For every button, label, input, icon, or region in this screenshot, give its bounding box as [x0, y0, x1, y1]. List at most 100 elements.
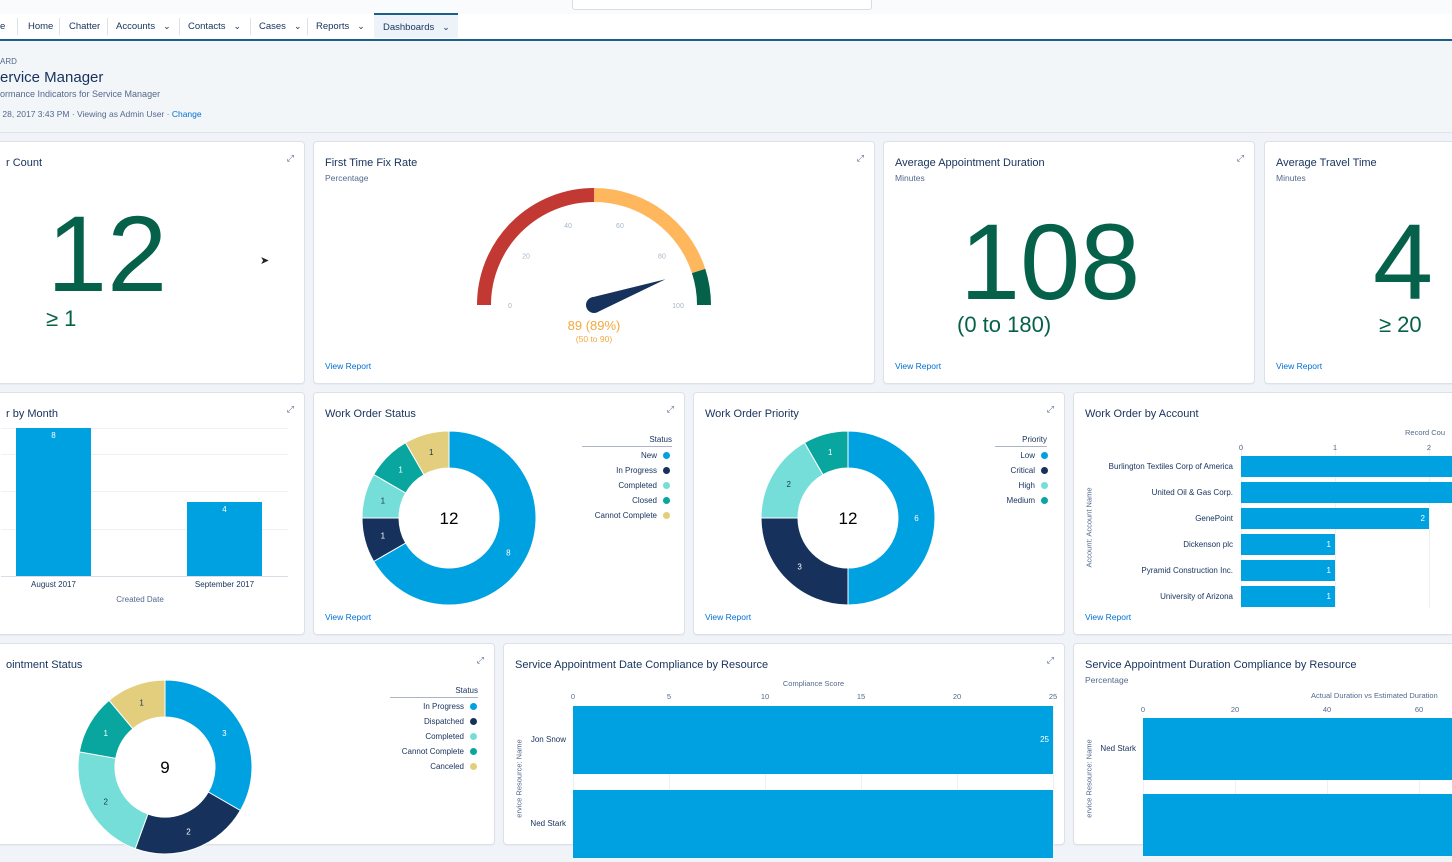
gridline	[1053, 706, 1054, 846]
divider	[107, 18, 108, 35]
donut-slice	[108, 679, 166, 730]
donut-slice	[847, 430, 936, 606]
legend-item-label: Low	[1020, 451, 1035, 460]
tab-dashboards[interactable]: Dashboards ⌄	[374, 13, 458, 38]
gridline	[573, 706, 574, 846]
chevron-down-icon[interactable]: ⌄	[357, 21, 365, 31]
expand-icon[interactable]: ⤢	[856, 153, 864, 163]
gridline	[957, 706, 958, 846]
tab-chatter[interactable]: Chatter	[69, 14, 100, 39]
tab-contacts[interactable]: Contacts ⌄	[188, 14, 241, 39]
divider	[250, 18, 251, 35]
view-report-link[interactable]: View Report	[325, 361, 372, 371]
bar-value-label: 25	[1040, 735, 1049, 744]
legend-dot-icon	[1041, 467, 1048, 474]
legend-dot-icon	[470, 733, 477, 740]
donut-slice	[134, 791, 242, 855]
donut-slice	[77, 751, 149, 850]
chevron-down-icon[interactable]: ⌄	[442, 22, 450, 32]
legend-item-label: Critical	[1010, 466, 1035, 475]
legend-item-label: Cannot Complete	[594, 511, 657, 520]
tab-label: e	[0, 21, 6, 32]
y-tick-label: Burlington Textiles Corp of America	[1108, 461, 1233, 471]
tab-cases[interactable]: Cases ⌄	[259, 14, 301, 39]
card-work-order-status: Work Order Status ⤢ 8 1 1 1 1 12 Status View …	[313, 392, 685, 635]
view-report-link[interactable]: View Report	[1085, 612, 1132, 622]
gridline	[1, 491, 288, 492]
donut-slice-label: 2	[786, 480, 791, 489]
y-tick-label: Jon Snow	[530, 735, 566, 744]
view-report-link[interactable]: View Report	[895, 361, 942, 371]
donut-slice-label: 3	[797, 562, 802, 571]
donut-slice-label: 1	[381, 532, 386, 541]
expand-icon[interactable]: ⤢	[286, 404, 294, 414]
y-tick-label: GenePoint	[1195, 513, 1233, 523]
chevron-down-icon[interactable]: ⌄	[163, 21, 171, 31]
tab-app[interactable]: e	[0, 14, 5, 39]
hbar	[1143, 794, 1452, 856]
donut-chart: 3 2 2 1 1 9	[77, 679, 253, 855]
x-tick-label: 0	[570, 692, 576, 701]
expand-icon[interactable]: ⤢	[1236, 153, 1244, 163]
x-tick-label: 25	[1048, 692, 1058, 701]
gridline	[669, 706, 670, 846]
page-title: ervice Manager	[0, 69, 104, 86]
donut-center-value: 9	[160, 758, 169, 777]
expand-icon[interactable]: ⤢	[286, 153, 294, 163]
gridline	[1, 529, 288, 530]
x-tick-label: 20	[952, 692, 962, 701]
legend-dot-icon	[663, 452, 670, 459]
card-sa-duration-compliance: Service Appointment Duration Compliance …	[1073, 643, 1452, 856]
change-viewer-link[interactable]: Change	[171, 109, 202, 119]
tab-home[interactable]: Home	[28, 14, 53, 39]
x-axis-title: Record Cou	[1405, 428, 1446, 437]
metric-value: 4	[1373, 201, 1434, 322]
legend-item: In Progress	[385, 702, 477, 711]
card-avg-travel-time: Average Travel Time Minutes 4 ≥ 20 View …	[1264, 141, 1452, 384]
x-tick-label: 1	[1332, 443, 1338, 452]
expand-icon[interactable]: ⤢	[476, 655, 484, 665]
donut-chart: 6 3 2 1 12	[760, 430, 936, 606]
x-tick-label: 60	[1414, 705, 1424, 714]
y-tick-label: Pyramid Construction Inc.	[1141, 565, 1233, 575]
donut-slice-label: 8	[506, 548, 511, 557]
donut-slice-label: 1	[828, 448, 833, 457]
legend-title-text: Status	[649, 435, 672, 444]
global-search-input[interactable]	[572, 0, 872, 10]
x-tick-label: 20	[1230, 705, 1240, 714]
legend-dot-icon	[663, 467, 670, 474]
card-title: Work Order Status	[325, 408, 416, 420]
donut-slice-label: 1	[381, 496, 386, 505]
donut-slice	[760, 517, 849, 606]
y-tick-label: Ned Stark	[530, 819, 566, 828]
legend-item-label: In Progress	[616, 466, 657, 475]
legend-item: Critical	[974, 466, 1048, 475]
expand-icon[interactable]: ⤢	[1046, 655, 1054, 665]
view-report-link[interactable]: View Report	[325, 612, 372, 622]
legend-item: Dispatched	[385, 717, 477, 726]
hbar	[1241, 456, 1452, 477]
donut-chart: 8 1 1 1 1 12	[361, 430, 537, 606]
y-axis-title: ervice Resource: Name	[1084, 739, 1094, 818]
legend-item-label: Completed	[618, 481, 657, 490]
card-avg-appointment-duration: Average Appointment Duration Minutes ⤢ 1…	[883, 141, 1255, 384]
expand-icon[interactable]: ⤢	[1046, 404, 1054, 414]
expand-icon[interactable]: ⤢	[666, 404, 674, 414]
gauge-tick-label: 40	[564, 223, 572, 230]
page-subtitle: ormance Indicators for Service Manager	[0, 89, 161, 99]
legend-item-label: Closed	[632, 496, 657, 505]
chevron-down-icon[interactable]: ⌄	[293, 21, 302, 31]
gauge-tick-label: 80	[658, 254, 666, 261]
view-report-link[interactable]: View Report	[1276, 361, 1323, 371]
legend-item: Completed	[385, 732, 477, 741]
legend-title-text: Status	[455, 686, 478, 695]
tab-label: Dashboards	[383, 22, 435, 33]
chevron-down-icon[interactable]: ⌄	[233, 21, 242, 31]
tab-accounts[interactable]: Accounts ⌄	[116, 14, 171, 39]
x-tick-label: 0	[1238, 443, 1244, 452]
tab-reports[interactable]: Reports ⌄	[316, 14, 365, 39]
donut-slice	[404, 430, 450, 476]
view-report-link[interactable]: View Report	[705, 612, 752, 622]
legend-dot-icon	[470, 748, 477, 755]
metric-range: (0 to 180)	[957, 312, 1052, 337]
